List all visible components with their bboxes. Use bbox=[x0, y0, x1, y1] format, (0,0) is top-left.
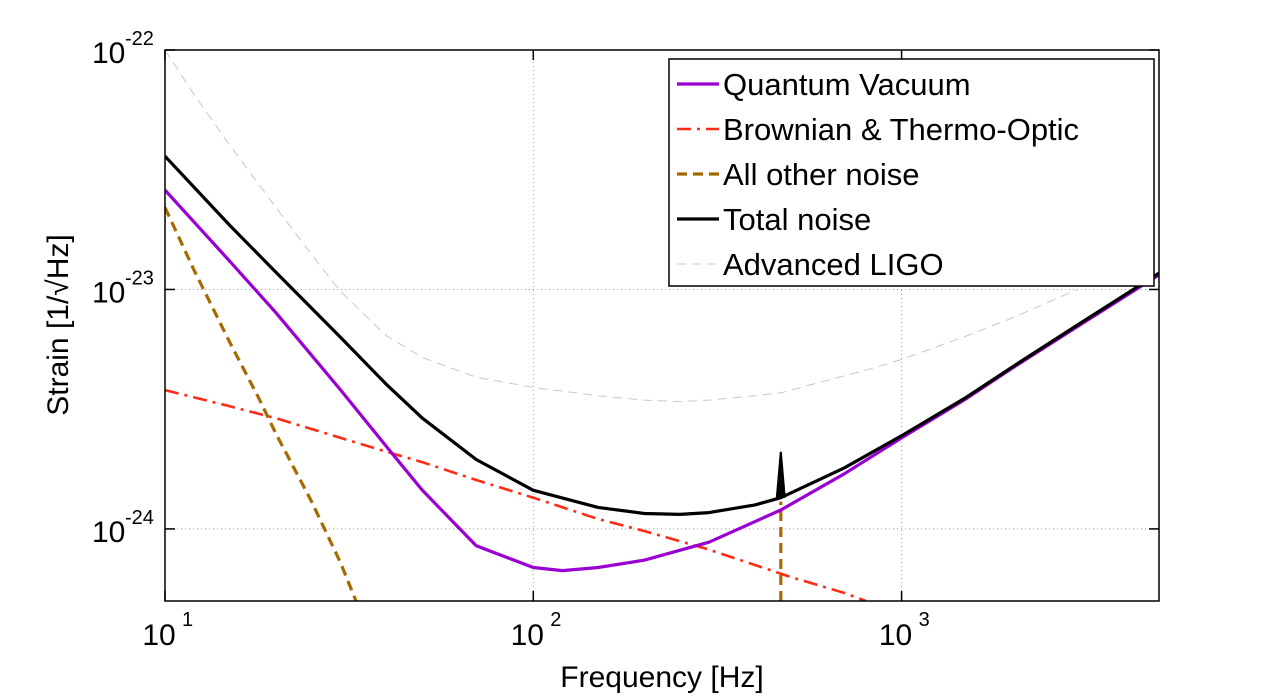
series-line-3 bbox=[165, 155, 1159, 517]
y-tick-label-0: 10 bbox=[92, 516, 125, 549]
series-line-4 bbox=[165, 50, 1078, 403]
legend-box bbox=[668, 58, 1155, 287]
legend: Quantum Vacuum Brownian & Thermo-Optic All… bbox=[668, 58, 1155, 287]
x-axis-label: Frequency [Hz] bbox=[560, 661, 763, 694]
series-line-1 bbox=[165, 388, 867, 601]
legend-label-3: Total noise bbox=[723, 202, 871, 237]
legend-label-2: All other noise bbox=[723, 157, 919, 192]
y-axis-label: Strain [1/√Hz] bbox=[42, 234, 75, 416]
y-tick-label-1: 10 bbox=[92, 276, 125, 309]
x-tick-exponent-2: 3 bbox=[919, 609, 930, 631]
x-tick-label-0: 10 bbox=[142, 619, 175, 652]
y-tick-label-2: 10 bbox=[92, 37, 125, 70]
series-spike-3 bbox=[775, 451, 786, 498]
series-group bbox=[165, 50, 1159, 601]
x-tick-label-1: 10 bbox=[511, 619, 544, 652]
plot-frame bbox=[164, 49, 1160, 602]
legend-label-4: Advanced LIGO bbox=[723, 247, 944, 282]
grid-lines bbox=[165, 50, 1159, 601]
series-line-2 bbox=[165, 206, 358, 601]
legend-label-1: Brownian & Thermo-Optic bbox=[723, 112, 1079, 147]
x-tick-exponent-1: 2 bbox=[550, 609, 561, 631]
y-tick-exponent-2: -22 bbox=[125, 28, 154, 50]
y-tick-exponent-0: -24 bbox=[125, 507, 154, 529]
x-tick-label-2: 10 bbox=[879, 619, 912, 652]
legend-label-0: Quantum Vacuum bbox=[723, 67, 971, 102]
x-tick-exponent-0: 1 bbox=[182, 609, 193, 631]
y-tick-exponent-1: -23 bbox=[125, 267, 154, 289]
